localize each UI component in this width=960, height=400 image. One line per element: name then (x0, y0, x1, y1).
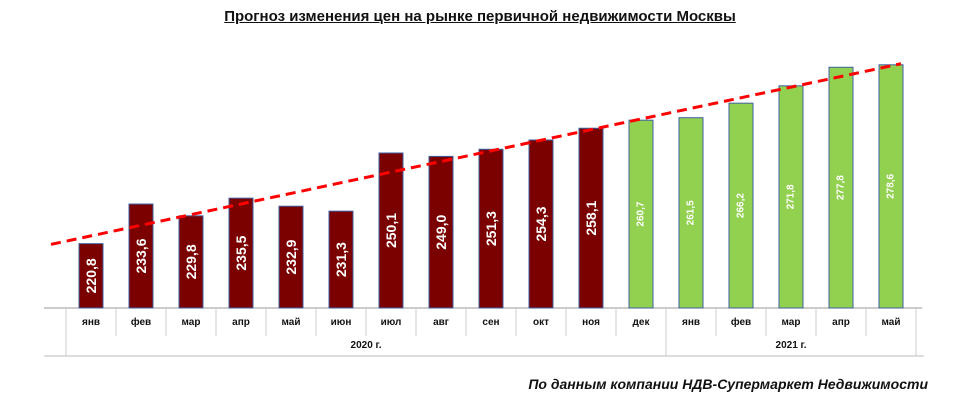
source-note: По данным компании НДВ-Супермаркет Недви… (528, 376, 928, 392)
category-label-14: мар (782, 317, 801, 328)
category-label-16: май (882, 317, 901, 328)
bar-value-label-6: 250,1 (383, 213, 399, 248)
year-group-label-0: 2020 г. (351, 340, 382, 351)
bar-11 (628, 119, 654, 309)
category-label-7: авг (433, 317, 449, 328)
bar-value-label-12: 261,5 (686, 200, 697, 225)
chart-title: Прогноз изменения цен на рынке первичной… (224, 8, 736, 25)
category-label-11: дек (633, 317, 651, 328)
bar-5 (328, 210, 354, 309)
bar-value-label-14: 271,8 (786, 184, 797, 209)
bar-value-label-8: 251,3 (483, 211, 499, 246)
category-label-4: май (282, 317, 301, 328)
bar-12 (678, 117, 704, 309)
bar-13 (728, 102, 754, 309)
bar-value-label-3: 235,5 (233, 235, 249, 270)
bar-value-label-16: 278,6 (886, 173, 897, 198)
bar-value-label-13: 266,2 (736, 193, 747, 218)
category-label-1: фев (131, 316, 151, 328)
bar-value-label-5: 231,3 (333, 242, 349, 277)
category-label-9: окт (533, 317, 549, 328)
category-label-3: апр (232, 317, 250, 328)
bar-value-label-9: 254,3 (533, 206, 549, 241)
bar-6 (378, 152, 404, 309)
year-group-label-1: 2021 г. (776, 340, 807, 351)
bar-9 (528, 139, 554, 309)
category-label-5: июн (331, 317, 352, 328)
bar-2 (178, 215, 204, 309)
category-label-10: ноя (582, 317, 600, 328)
bar-value-label-7: 249,0 (433, 214, 449, 249)
bar-value-label-11: 260,7 (636, 201, 647, 226)
category-label-13: фев (731, 316, 751, 328)
bar-value-label-2: 229,8 (183, 244, 199, 279)
trendline (50, 62, 902, 246)
category-label-15: апр (832, 317, 850, 328)
bar-value-label-4: 232,9 (283, 239, 299, 274)
category-label-0: янв (82, 317, 100, 328)
bar-10 (578, 127, 604, 309)
bar-16 (878, 64, 904, 309)
bar-3 (228, 197, 254, 309)
bar-8 (478, 148, 504, 309)
bar-value-label-15: 277,8 (836, 175, 847, 200)
bar-15 (828, 66, 854, 309)
bar-14 (778, 85, 804, 309)
bar-4 (278, 205, 304, 309)
category-label-12: янв (682, 317, 700, 328)
bar-7 (428, 155, 454, 309)
category-label-8: сен (482, 317, 499, 328)
category-label-2: мар (182, 317, 201, 328)
category-label-6: июл (381, 317, 402, 328)
bar-1 (128, 203, 154, 309)
bar-value-label-1: 233,6 (133, 238, 149, 273)
bar-value-label-0: 220,8 (83, 258, 99, 293)
bar-value-label-10: 258,1 (583, 200, 599, 235)
bar-0 (78, 243, 104, 309)
